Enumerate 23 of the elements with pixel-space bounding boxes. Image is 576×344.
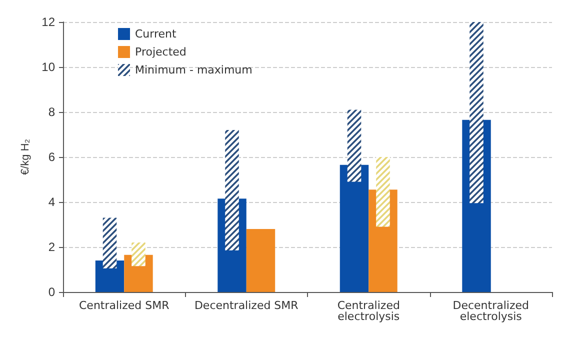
bar [246,229,276,292]
legend-label: Minimum - maximum [135,64,252,76]
y-tick-label: 4 [48,195,56,209]
legend-label: Projected [135,46,186,58]
y-tick-label: 10 [42,60,56,74]
bar [340,164,369,292]
bar [132,242,146,266]
bar [225,130,239,250]
x-tick-label: Centralized SMR [79,299,170,312]
bar [102,218,117,268]
bar [347,110,362,182]
y-axis-title: €/kg H₂ [19,138,32,176]
x-tick-label: Decentralized SMR [194,299,299,312]
y-tick-label: 0 [48,285,56,299]
x-tick-label: Centralized electrolysis [337,299,400,323]
y-tick-label: 8 [48,105,56,119]
x-tick-label: Decentralized electrolysis [452,299,529,323]
y-tick-label: 6 [48,150,56,164]
legend-label: Current [135,28,177,40]
bar [470,22,484,204]
y-tick-label: 12 [42,15,56,29]
bar [376,157,390,227]
y-tick-label: 2 [48,240,56,254]
